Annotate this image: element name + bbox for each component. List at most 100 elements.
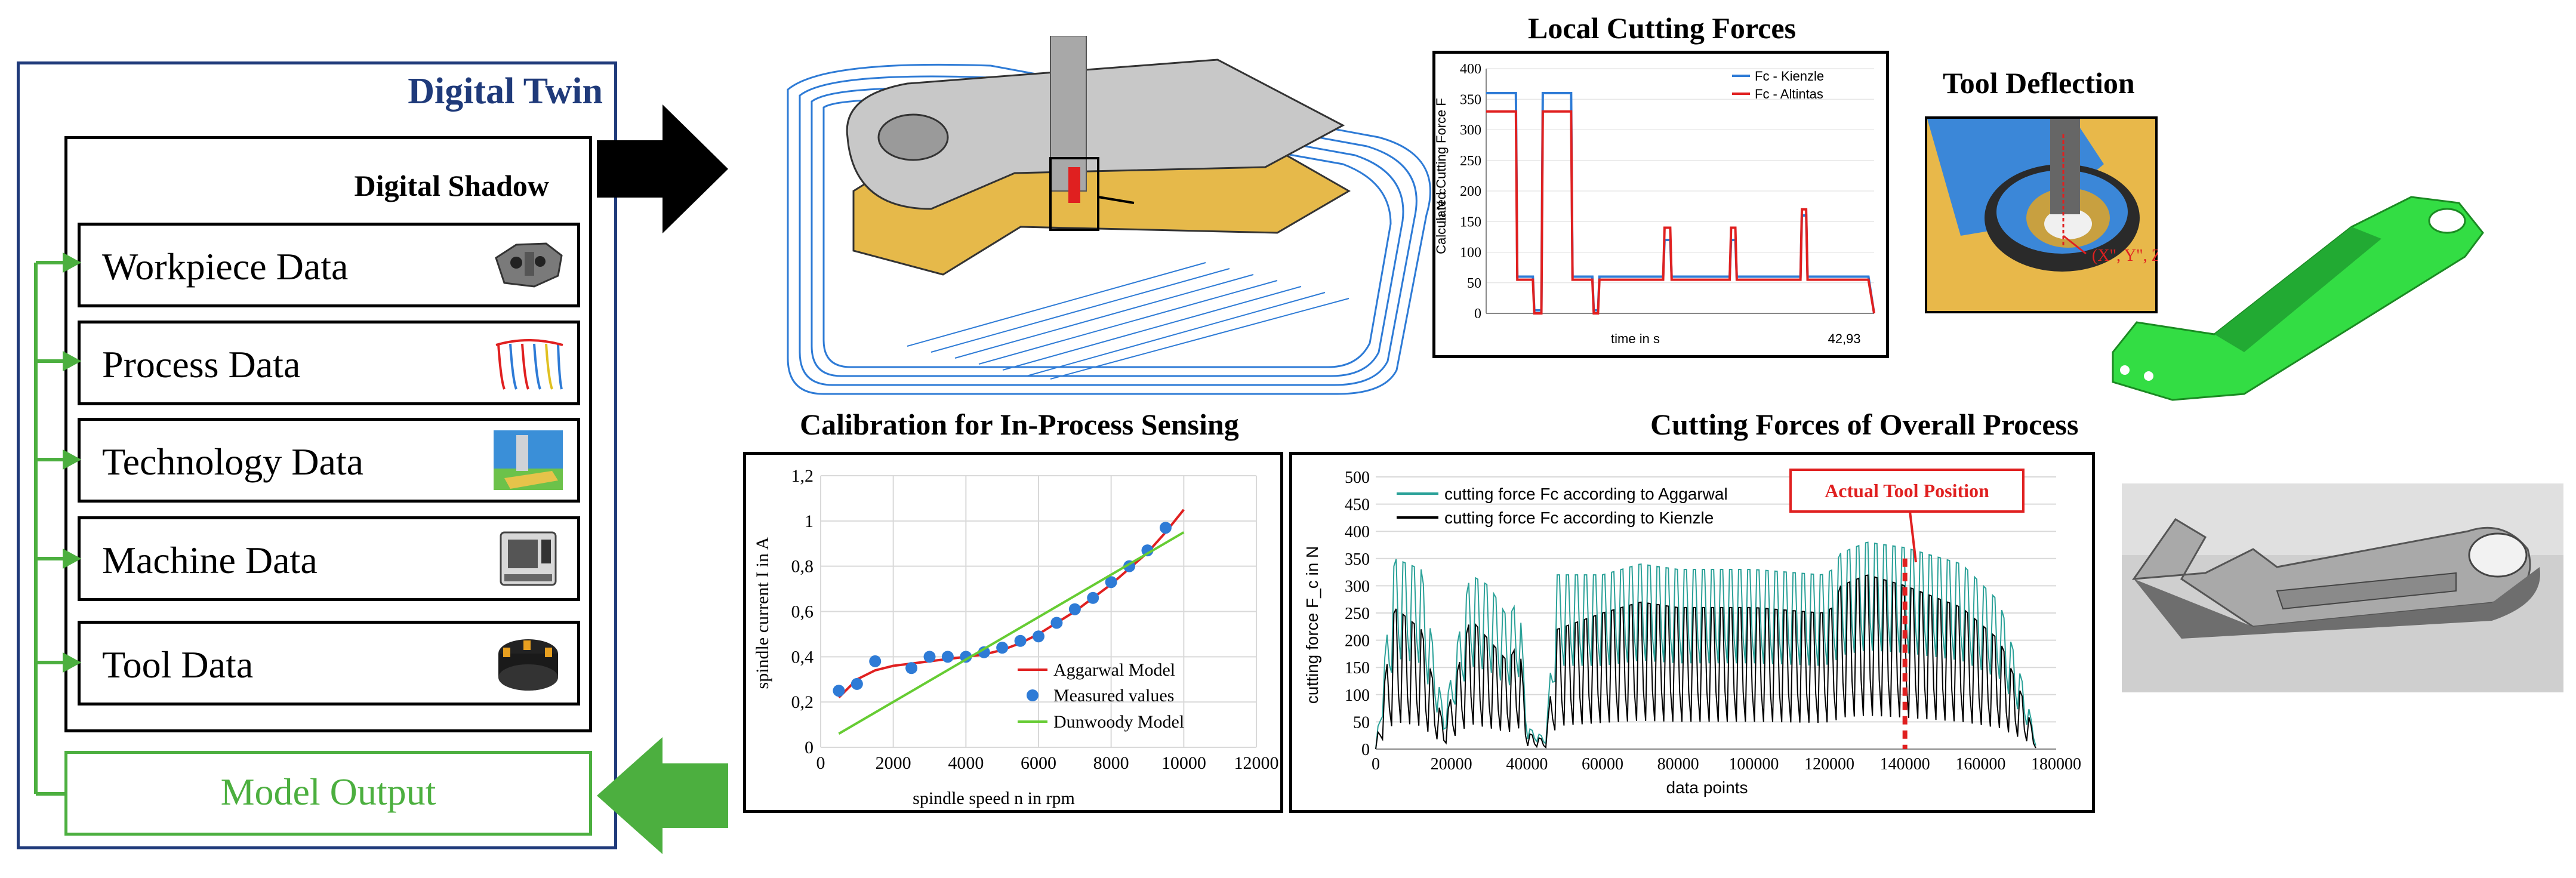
overall-x-tick: 160000: [1955, 755, 2005, 774]
workpiece-icon: [495, 242, 563, 288]
local-x-axis-label: time in s: [1611, 331, 1660, 346]
green-workpiece-image: [2112, 196, 2484, 401]
twin-to-model-arrow: [597, 104, 728, 233]
overall-y-tick: 250: [1345, 605, 1370, 623]
calibration-point: [869, 655, 882, 667]
overall-y-tick: 400: [1345, 523, 1370, 541]
overall-x-tick: 180000: [2031, 755, 2081, 774]
calibration-point: [1087, 592, 1099, 604]
local-forces-frame: [1432, 51, 1889, 358]
tool-deflection-title: Tool Deflection: [1943, 66, 2135, 100]
digital-twin-title: Digital Twin: [408, 71, 603, 112]
overall-legend-aggarwal: cutting force Fc according to Aggarwal: [1444, 485, 1728, 503]
calibration-line-dunwoody-model: [838, 531, 1185, 735]
local-y-axis-unit: in N: [1434, 201, 1449, 224]
calibration-point: [1033, 630, 1044, 643]
overall-y-axis-label: cutting force F_c in N: [1303, 546, 1321, 704]
deflection-coordinate-label: (X", Y", Z"): [2092, 247, 2158, 265]
local-y-tick: 100: [1460, 245, 1481, 261]
overall-legend-kienzle: cutting force Fc according to Kienzle: [1444, 509, 1714, 527]
local-x-end-label: 42,93: [1828, 331, 1860, 346]
technology-data-label: Technology Data: [102, 440, 364, 483]
calibration-y-tick: 0,8: [791, 557, 814, 577]
overall-x-tick: 80000: [1657, 755, 1699, 774]
calibration-legend-dunwoody: Dunwoody Model: [1053, 712, 1184, 732]
calibration-point: [941, 651, 954, 663]
local-y-tick: 50: [1467, 276, 1481, 291]
digital-twin-box: [17, 61, 617, 849]
tool-deflection-image: (X", Y", Z"): [1925, 116, 2158, 313]
overall-y-tick: 100: [1345, 686, 1370, 705]
overall-forces-title: Cutting Forces of Overall Process: [1650, 408, 2079, 441]
calibration-x-tick: 0: [816, 753, 825, 773]
calibration-point: [923, 651, 936, 663]
actual-tool-position-annotation: Actual Tool Position: [1789, 469, 2025, 563]
calibration-x-tick: 12000: [1234, 753, 1279, 773]
machining-simulation-image: [787, 36, 1431, 395]
overall-y-tick: 350: [1345, 550, 1370, 569]
overall-forces-chart: cutting force F_c in N data points 0 50 10…: [1303, 469, 2081, 797]
overall-legend: cutting force Fc according to Aggarwal c…: [1397, 485, 1728, 527]
calibration-legend-aggarwal: Aggarwal Model: [1053, 660, 1175, 680]
calibration-legend: Aggarwal Model Measured values Dunwoody …: [1018, 660, 1184, 732]
calibration-y-tick: 0,2: [791, 692, 814, 712]
tool-icon: [498, 639, 558, 691]
overall-y-tick: 50: [1353, 713, 1370, 732]
overall-x-tick: 0: [1372, 755, 1380, 774]
overall-x-tick: 140000: [1880, 755, 1930, 774]
technology-icon: [494, 430, 563, 490]
calibration-x-tick: 10000: [1161, 753, 1206, 773]
local-legend-altintas: Fc - Altintas: [1755, 87, 1823, 101]
calibration-point: [1050, 617, 1063, 629]
calibration-y-tick: 0,4: [791, 647, 814, 667]
calibration-y-tick: 0,6: [791, 602, 814, 622]
overall-x-axis-label: data points: [1666, 778, 1748, 797]
local-forces-title: Local Cutting Forces: [1528, 11, 1797, 45]
machine-data-label: Machine Data: [102, 539, 318, 581]
machined-part-photo: [2122, 483, 2563, 692]
model-output-label: Model Output: [220, 771, 436, 813]
overall-y-tick: 0: [1361, 741, 1370, 759]
calibration-x-tick: 2000: [876, 753, 911, 773]
local-y-tick: 150: [1460, 214, 1481, 230]
local-legend-kienzle: Fc - Kienzle: [1755, 69, 1824, 84]
overall-y-tick: 200: [1345, 632, 1370, 651]
workpiece-data-box: Workpiece Data: [78, 223, 580, 307]
calibration-y-tick: 0: [805, 738, 814, 757]
calibration-point: [1141, 544, 1154, 557]
calibration-point: [905, 662, 918, 674]
local-legend: Fc - Kienzle Fc - Altintas: [1732, 69, 1824, 101]
overall-x-tick: 20000: [1431, 755, 1472, 774]
calibration-point: [996, 642, 1009, 654]
machine-data-box: Machine Data: [78, 516, 580, 601]
local-y-tick: 350: [1460, 92, 1481, 107]
local-series-fc-altintas: [1486, 110, 1875, 315]
process-icon: [495, 339, 563, 390]
digital-shadow-box: [64, 136, 592, 732]
overall-x-tick: 60000: [1582, 755, 1623, 774]
calibration-title: Calibration for In-Process Sensing: [800, 408, 1239, 441]
actual-tool-position-label: Actual Tool Position: [1825, 480, 1989, 501]
local-forces-chart: Calculated Cutting Force F c in N time i…: [1434, 61, 1875, 346]
overall-y-tick: 500: [1345, 469, 1370, 487]
local-y-axis-label: Calculated Cutting Force F: [1434, 98, 1449, 254]
overall-y-tick: 450: [1345, 496, 1370, 515]
local-y-axis-sub: c: [1436, 189, 1448, 194]
calibration-chart: spindle current I in A spindle speed n i…: [753, 466, 1279, 808]
local-y-tick: 250: [1460, 153, 1481, 169]
calibration-y-axis-label: spindle current I in A: [753, 537, 772, 689]
overall-series-aggarwal: [1375, 541, 2036, 750]
local-y-tick: 300: [1460, 123, 1481, 138]
tool-data-box: Tool Data: [78, 621, 580, 706]
overall-x-tick: 120000: [1804, 755, 1854, 774]
digital-shadow-title: Digital Shadow: [354, 169, 549, 202]
technology-data-box: Technology Data: [78, 418, 580, 503]
model-output-arrow: [597, 737, 728, 854]
overall-y-tick: 300: [1345, 577, 1370, 596]
calibration-point: [1068, 603, 1081, 615]
overall-x-tick: 40000: [1506, 755, 1548, 774]
local-y-tick: 400: [1460, 61, 1481, 77]
machine-icon: [500, 531, 557, 586]
local-y-tick: 0: [1474, 306, 1481, 322]
